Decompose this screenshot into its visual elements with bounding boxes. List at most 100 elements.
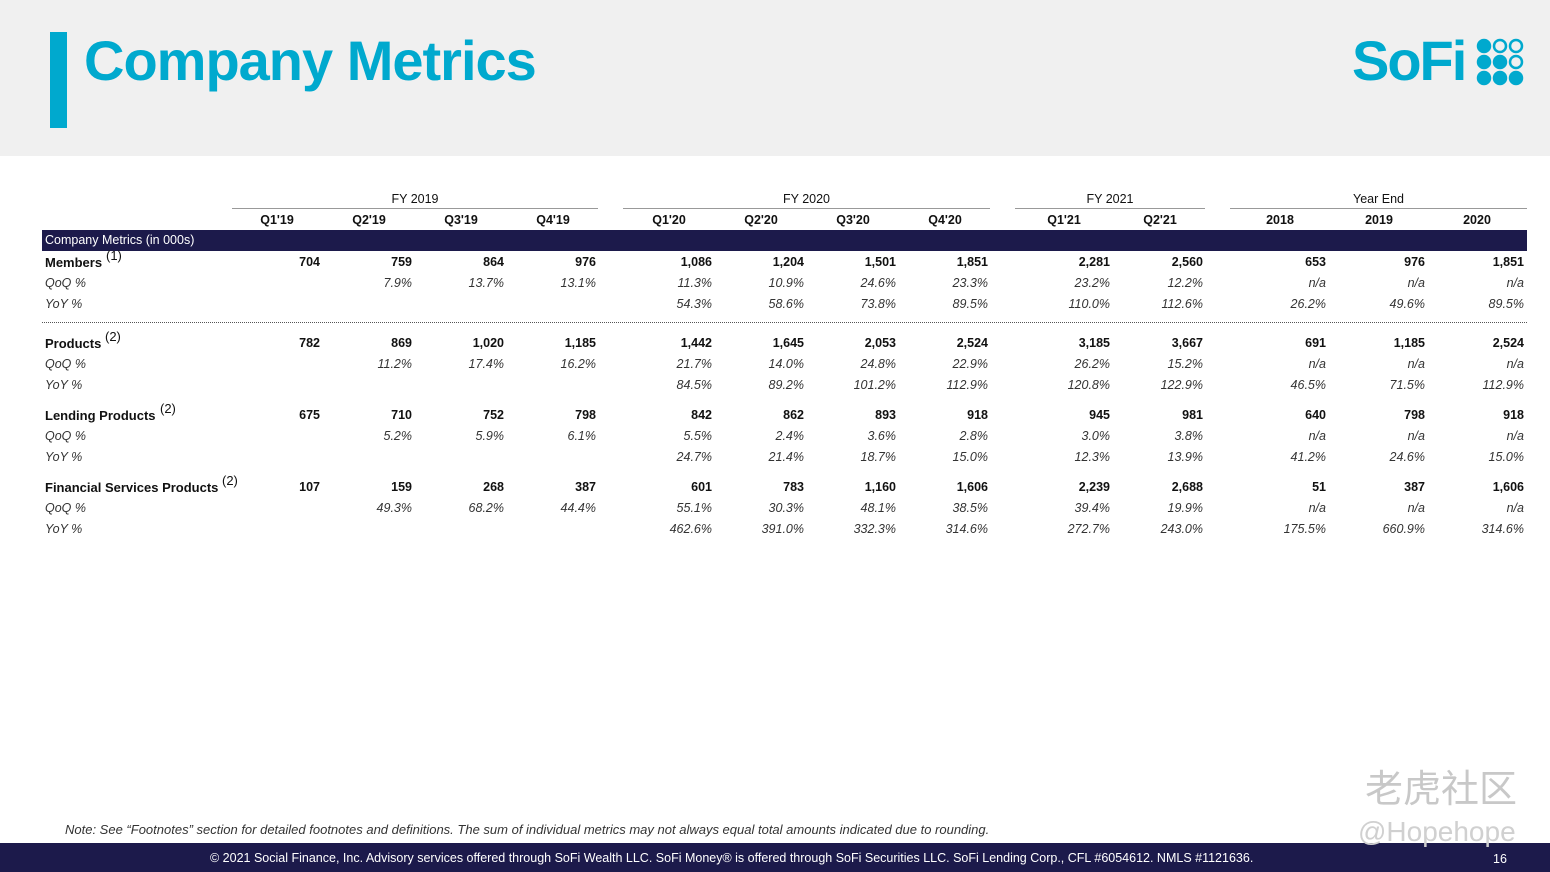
metric-note: (2) bbox=[105, 329, 121, 344]
cell: 21.4% bbox=[768, 450, 804, 464]
cell: 1,185 bbox=[1393, 336, 1425, 350]
copyright: © 2021 Social Finance, Inc. Advisory ser… bbox=[210, 851, 1254, 865]
cell: n/a bbox=[1407, 276, 1425, 290]
metric-note: (2) bbox=[160, 401, 176, 416]
sub-label: YoY % bbox=[45, 378, 83, 392]
cell: 1,501 bbox=[864, 255, 896, 269]
cell: 101.2% bbox=[853, 378, 896, 392]
cell: n/a bbox=[1308, 501, 1326, 515]
footer-band bbox=[0, 843, 1550, 872]
cell: n/a bbox=[1407, 501, 1425, 515]
cell: 3,185 bbox=[1078, 336, 1110, 350]
cell: 15.0% bbox=[1488, 450, 1524, 464]
cell: 38.5% bbox=[952, 501, 988, 515]
cell: 15.0% bbox=[952, 450, 988, 464]
accent-bar bbox=[50, 32, 67, 128]
column-header: Q3'19 bbox=[444, 213, 478, 227]
logo-mark bbox=[1476, 38, 1524, 86]
cell: n/a bbox=[1506, 357, 1524, 371]
column-header: Q2'20 bbox=[744, 213, 778, 227]
cell: 18.7% bbox=[860, 450, 896, 464]
column-header: Q3'20 bbox=[836, 213, 870, 227]
cell: 24.6% bbox=[860, 276, 896, 290]
cell: 2,560 bbox=[1171, 255, 1203, 269]
cell: 107 bbox=[299, 480, 320, 494]
sub-label: QoQ % bbox=[45, 357, 86, 371]
watermark: 老虎社区 bbox=[1365, 769, 1518, 811]
group-rule bbox=[623, 208, 990, 209]
group-header: Year End bbox=[1353, 192, 1404, 206]
cell: 268 bbox=[483, 480, 504, 494]
cell: n/a bbox=[1407, 357, 1425, 371]
cell: 640 bbox=[1305, 408, 1326, 422]
cell: 89.5% bbox=[952, 297, 988, 311]
metric-label: Financial Services Products bbox=[45, 480, 219, 495]
cell: 387 bbox=[1404, 480, 1425, 494]
cell: 6.1% bbox=[567, 429, 597, 443]
cell: 11.3% bbox=[677, 276, 712, 290]
cell: 243.0% bbox=[1160, 522, 1203, 536]
group-header: FY 2021 bbox=[1086, 192, 1134, 206]
cell: 15.2% bbox=[1167, 357, 1203, 371]
cell: n/a bbox=[1308, 357, 1326, 371]
divider bbox=[42, 322, 1527, 323]
cell: 864 bbox=[483, 255, 504, 269]
cell: 7.9% bbox=[383, 276, 413, 290]
cell: 22.9% bbox=[952, 357, 988, 371]
cell: 46.5% bbox=[1290, 378, 1326, 392]
cell: 89.5% bbox=[1488, 297, 1524, 311]
cell: n/a bbox=[1407, 429, 1425, 443]
logo-text: SoFi bbox=[1352, 29, 1467, 92]
cell: 44.4% bbox=[560, 501, 596, 515]
cell: 387 bbox=[575, 480, 596, 494]
cell: 41.2% bbox=[1290, 450, 1326, 464]
cell: 1,645 bbox=[772, 336, 804, 350]
header-band bbox=[0, 0, 1550, 156]
cell: 601 bbox=[691, 480, 712, 494]
cell: 798 bbox=[575, 408, 596, 422]
metric-label: Products bbox=[45, 336, 102, 351]
cell: 1,020 bbox=[472, 336, 504, 350]
cell: 704 bbox=[299, 255, 320, 269]
column-header: Q4'19 bbox=[536, 213, 570, 227]
cell: 893 bbox=[875, 408, 896, 422]
cell: 2,524 bbox=[956, 336, 988, 350]
cell: 54.3% bbox=[676, 297, 712, 311]
cell: 1,160 bbox=[864, 480, 896, 494]
cell: n/a bbox=[1308, 276, 1326, 290]
cell: 862 bbox=[783, 408, 804, 422]
section-label: Company Metrics (in 000s) bbox=[45, 233, 195, 247]
cell: 13.7% bbox=[468, 276, 504, 290]
cell: 462.6% bbox=[669, 522, 712, 536]
cell: 19.9% bbox=[1167, 501, 1203, 515]
cell: 3.0% bbox=[1081, 429, 1111, 443]
section-band bbox=[42, 230, 1527, 251]
group-rule bbox=[1230, 208, 1527, 209]
cell: 842 bbox=[691, 408, 712, 422]
cell: 759 bbox=[391, 255, 412, 269]
metric-label: Lending Products bbox=[45, 408, 156, 423]
cell: 314.6% bbox=[1481, 522, 1524, 536]
cell: 13.1% bbox=[560, 276, 596, 290]
cell: 918 bbox=[967, 408, 988, 422]
cell: 869 bbox=[391, 336, 412, 350]
column-header: Q2'19 bbox=[352, 213, 386, 227]
cell: 3.8% bbox=[1174, 429, 1204, 443]
cell: 23.2% bbox=[1074, 276, 1110, 290]
cell: 1,442 bbox=[680, 336, 712, 350]
cell: 5.2% bbox=[383, 429, 413, 443]
cell: 55.1% bbox=[676, 501, 712, 515]
cell: 26.2% bbox=[1074, 357, 1110, 371]
cell: 122.9% bbox=[1160, 378, 1203, 392]
cell: 332.3% bbox=[853, 522, 896, 536]
cell: 2.4% bbox=[775, 429, 805, 443]
cell: 783 bbox=[783, 480, 804, 494]
cell: 653 bbox=[1305, 255, 1326, 269]
group-header: FY 2019 bbox=[391, 192, 439, 206]
cell: 3,667 bbox=[1171, 336, 1203, 350]
cell: 691 bbox=[1305, 336, 1326, 350]
cell: 752 bbox=[483, 408, 504, 422]
cell: 798 bbox=[1404, 408, 1425, 422]
sub-label: YoY % bbox=[45, 522, 83, 536]
